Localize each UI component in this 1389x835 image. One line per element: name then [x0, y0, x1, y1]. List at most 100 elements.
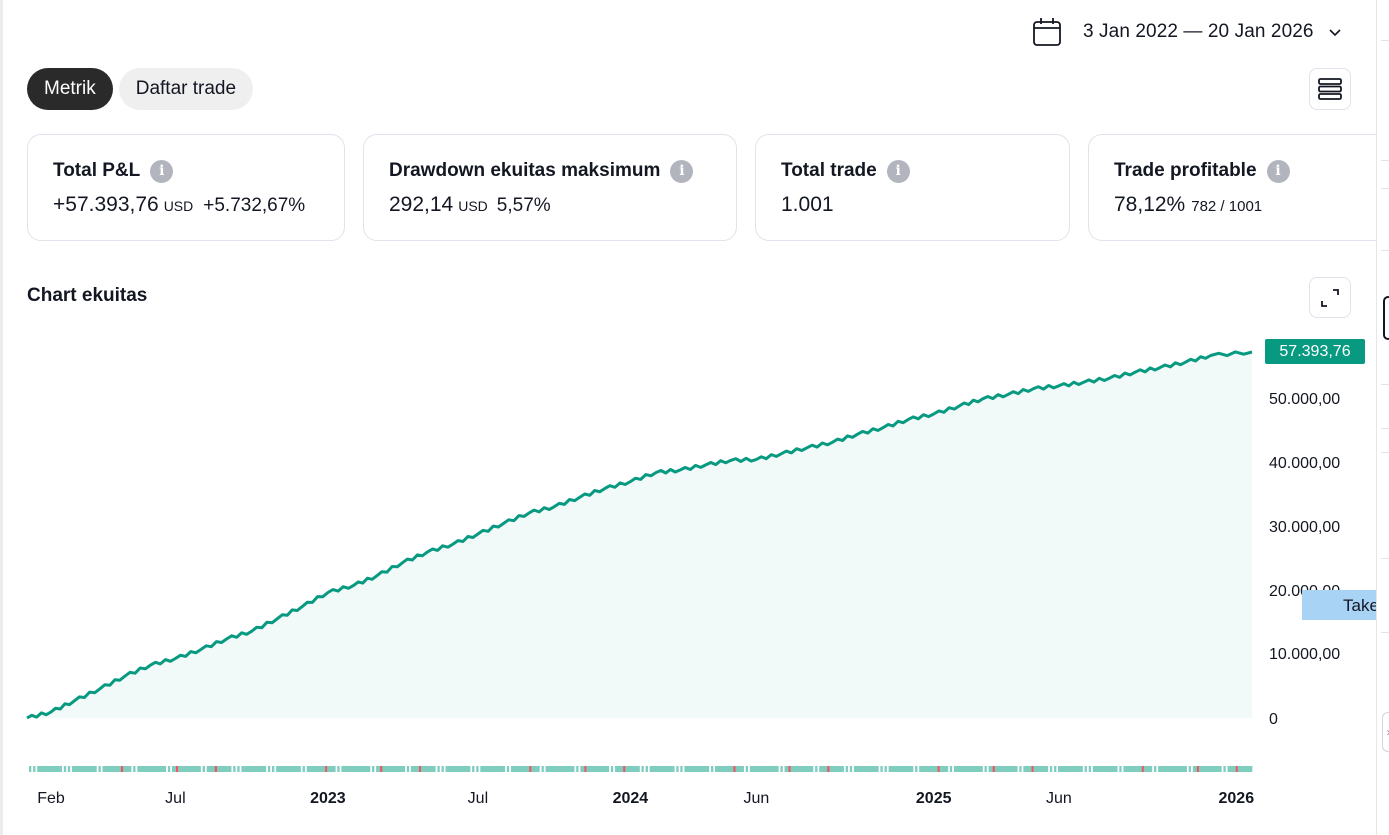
- trade-marker: [1211, 766, 1214, 772]
- trade-marker: [127, 766, 130, 772]
- trade-marker: [688, 766, 691, 772]
- trade-marker: [308, 766, 312, 772]
- trade-marker: [700, 766, 704, 772]
- expand-icon: [1321, 288, 1339, 307]
- trade-marker: [788, 766, 791, 772]
- trade-marker: [1025, 766, 1028, 772]
- trade-marker: [378, 766, 381, 772]
- metric-title: Total P&L: [53, 160, 141, 181]
- trade-marker: [719, 766, 722, 772]
- trade-marker: [223, 766, 226, 772]
- fullscreen-button[interactable]: [1309, 277, 1351, 318]
- info-icon[interactable]: i: [1266, 159, 1290, 183]
- trade-marker: [676, 766, 679, 772]
- layout-toggle-button[interactable]: [1309, 68, 1351, 110]
- trade-marker: [345, 766, 348, 772]
- trade-marker: [664, 766, 667, 772]
- chevron-right-icon[interactable]: ›: [1382, 712, 1389, 752]
- date-range-selector[interactable]: 3 Jan 2022 — 20 Jan 2026: [1032, 14, 1342, 50]
- trade-marker: [216, 766, 220, 772]
- trade-marker: [729, 766, 732, 772]
- divider: [1381, 428, 1389, 429]
- trade-marker: [1237, 766, 1241, 772]
- trade-marker: [888, 766, 891, 772]
- trade-marker: [510, 766, 514, 772]
- trade-marker: [1168, 766, 1171, 772]
- trade-marker: [796, 766, 800, 772]
- trade-marker: [860, 766, 863, 772]
- trade-marker: [958, 766, 961, 772]
- trade-marker: [188, 766, 191, 772]
- trade-marker: [1113, 766, 1116, 772]
- trade-marker: [690, 766, 693, 772]
- trade-marker: [129, 766, 132, 772]
- trade-marker: [51, 766, 54, 772]
- trade-marker: [1043, 766, 1047, 772]
- y-axis-tick-label: 40.000,00: [1269, 455, 1340, 472]
- trade-marker: [1207, 766, 1210, 772]
- trade-marker: [559, 766, 563, 772]
- trade-marker: [896, 766, 900, 772]
- trade-marker: [880, 766, 883, 772]
- trade-marker: [627, 766, 630, 772]
- trade-marker: [715, 766, 718, 772]
- trade-marker: [253, 766, 256, 772]
- trade-marker: [417, 766, 420, 772]
- trade-marker: [190, 766, 193, 772]
- trade-marker: [1103, 766, 1106, 772]
- trade-marker: [302, 766, 305, 772]
- trade-marker: [80, 766, 83, 772]
- trade-marker: [704, 766, 708, 772]
- trade-marker: [500, 766, 504, 772]
- trade-marker: [978, 766, 981, 772]
- trade-marker: [494, 766, 497, 772]
- equity-chart[interactable]: 010.000,0020.000,0030.000,0040.000,0050.…: [0, 320, 1376, 835]
- panel-handle[interactable]: [1383, 296, 1389, 340]
- trade-marker: [461, 766, 465, 772]
- trade-marker: [429, 766, 432, 772]
- trade-marker: [180, 766, 183, 772]
- trade-marker: [623, 766, 626, 772]
- date-range-label: 3 Jan 2022 — 20 Jan 2026: [1083, 21, 1314, 42]
- trade-marker: [721, 766, 724, 772]
- trade-marker: [998, 766, 1002, 772]
- trade-marker: [1149, 766, 1153, 772]
- tab-metrik[interactable]: Metrik: [27, 68, 113, 110]
- trade-marker: [580, 766, 583, 772]
- trade-marker: [819, 766, 822, 772]
- trade-marker: [527, 766, 530, 772]
- trade-marker: [811, 766, 814, 772]
- tab-daftar-trade[interactable]: Daftar trade: [118, 68, 254, 110]
- trade-marker: [272, 766, 275, 772]
- trade-marker: [849, 766, 853, 772]
- trade-marker: [757, 766, 761, 772]
- trade-marker: [1033, 766, 1036, 772]
- trade-marker: [1000, 766, 1004, 772]
- metric-value: 1.001: [781, 193, 834, 216]
- trade-marker: [459, 766, 463, 772]
- trade-marker: [941, 766, 945, 772]
- trade-marker: [108, 766, 112, 772]
- trade-marker: [321, 766, 324, 772]
- trade-marker: [1096, 766, 1100, 772]
- trade-marker: [631, 766, 634, 772]
- trade-marker: [519, 766, 522, 772]
- trade-marker: [762, 766, 765, 772]
- trade-marker: [1009, 766, 1012, 772]
- info-icon[interactable]: i: [150, 159, 174, 183]
- trade-marker: [1241, 766, 1245, 772]
- trade-marker: [733, 766, 736, 772]
- trade-marker: [964, 766, 967, 772]
- trade-marker: [1223, 766, 1226, 772]
- trade-marker: [365, 766, 369, 772]
- trade-marker: [1176, 766, 1179, 772]
- trade-marker: [98, 766, 101, 772]
- trade-marker: [392, 766, 395, 772]
- trade-marker: [737, 766, 740, 772]
- info-icon[interactable]: i: [886, 159, 910, 183]
- x-axis-tick-label: 2024: [613, 790, 649, 807]
- info-icon[interactable]: i: [670, 159, 694, 183]
- trade-marker: [106, 766, 109, 772]
- trade-marker: [962, 766, 965, 772]
- trade-marker: [939, 766, 942, 772]
